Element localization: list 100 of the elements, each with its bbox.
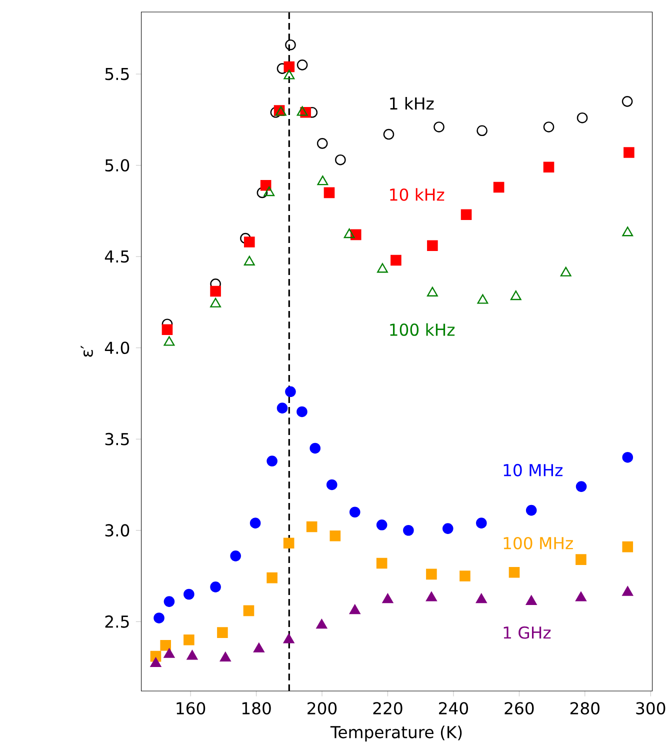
point	[316, 619, 328, 629]
point	[186, 650, 198, 660]
point	[284, 61, 294, 72]
point	[508, 566, 520, 578]
point	[390, 254, 402, 266]
point	[266, 456, 278, 466]
point	[426, 568, 437, 580]
point	[164, 336, 175, 346]
point	[296, 106, 308, 116]
point	[243, 605, 254, 616]
point	[433, 122, 444, 132]
point	[210, 298, 221, 308]
point	[164, 648, 175, 658]
point	[460, 209, 472, 220]
point	[306, 521, 318, 532]
point	[284, 39, 296, 50]
point	[324, 187, 335, 198]
point	[154, 612, 164, 624]
point	[160, 640, 171, 651]
point	[426, 592, 437, 602]
series-label: 10 MHz	[504, 464, 562, 476]
point	[477, 294, 488, 304]
point	[510, 290, 522, 300]
x-tick-label: 200	[307, 702, 336, 714]
point	[576, 481, 587, 492]
point	[317, 176, 328, 186]
series-label: 1 kHz	[390, 97, 434, 110]
point	[622, 452, 633, 463]
x-tick-label: 220	[373, 702, 402, 714]
point	[526, 504, 537, 516]
point	[284, 386, 296, 398]
point	[543, 122, 554, 132]
point	[334, 154, 346, 166]
point	[543, 162, 554, 173]
x-tick-label: 260	[504, 702, 534, 714]
point	[283, 634, 294, 644]
point	[622, 226, 633, 236]
point	[266, 572, 278, 584]
point	[426, 240, 438, 252]
x-axis-title: Temperature (K)	[330, 726, 462, 742]
point	[296, 406, 308, 418]
x-tick-label: 300	[636, 702, 666, 714]
point	[623, 147, 634, 158]
point	[376, 263, 388, 273]
point	[349, 604, 360, 614]
point	[240, 232, 251, 244]
y-tick-label: 3.5	[105, 432, 129, 446]
point	[162, 324, 173, 335]
point	[493, 182, 504, 193]
point	[296, 60, 308, 70]
point	[330, 530, 340, 542]
point	[220, 652, 231, 662]
point	[270, 106, 281, 118]
y-tick-label: 5.0	[105, 159, 129, 172]
point	[476, 125, 488, 136]
point	[575, 592, 586, 602]
point	[250, 518, 261, 528]
point	[150, 657, 162, 668]
point	[383, 128, 394, 140]
series-label: 1 GHz	[504, 626, 550, 639]
point	[216, 627, 228, 638]
series-label: 10 kHz	[390, 188, 444, 201]
y-tick-label: 4.5	[104, 250, 129, 263]
x-tick-label: 160	[176, 702, 205, 714]
series-label: 100 MHz	[504, 536, 573, 550]
point	[622, 96, 633, 107]
point	[344, 228, 355, 238]
point	[476, 518, 487, 528]
point	[183, 588, 194, 600]
y-tick-label: 2.5	[105, 615, 129, 628]
point	[264, 186, 274, 196]
point	[349, 506, 360, 518]
x-tick-label: 280	[570, 702, 600, 714]
point	[376, 519, 388, 530]
point	[376, 558, 388, 569]
point	[210, 286, 221, 297]
point	[526, 595, 537, 605]
point	[326, 479, 338, 490]
point	[402, 524, 414, 536]
point	[316, 138, 328, 149]
point	[276, 63, 288, 74]
point	[283, 538, 294, 549]
series-label: 100 kHz	[390, 323, 454, 336]
y-tick-label: 3.0	[105, 524, 129, 537]
point	[183, 634, 194, 646]
point	[256, 187, 268, 198]
point	[560, 266, 572, 276]
point	[476, 594, 487, 604]
point	[244, 256, 255, 266]
point	[576, 112, 588, 124]
point	[442, 523, 454, 534]
point	[622, 586, 633, 596]
x-tick-label: 240	[438, 702, 468, 714]
point	[276, 402, 288, 414]
point	[426, 286, 438, 296]
point	[230, 550, 241, 562]
y-tick-label: 4.0	[104, 342, 129, 354]
point	[253, 642, 264, 652]
y-tick-label: 5.5	[105, 68, 129, 80]
point	[164, 596, 174, 607]
